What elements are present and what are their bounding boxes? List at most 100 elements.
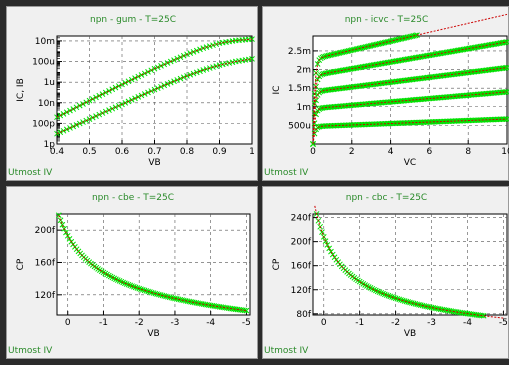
x-axis-label: VB xyxy=(404,329,416,339)
measured-point xyxy=(106,88,112,94)
measured-point xyxy=(328,248,334,255)
x-tick-label: 10 xyxy=(501,147,509,157)
x-tick-label: 0 xyxy=(321,318,327,328)
measured-point xyxy=(114,277,121,283)
measured-point xyxy=(311,100,318,107)
y-tick-label: 1u xyxy=(44,78,55,88)
chart-panel-gummel: npn - gum - T=25C 0.4 0.5 0.6 0.7 0.8 0.9 1 1p 10… xyxy=(6,6,258,181)
measured-point xyxy=(55,212,62,219)
simulated-curve xyxy=(312,41,508,145)
measured-point xyxy=(390,294,397,301)
measured-point xyxy=(59,221,66,228)
x-tick-label: -3 xyxy=(170,318,179,328)
measured-point xyxy=(127,282,134,289)
measured-point xyxy=(197,68,203,75)
measured-point xyxy=(398,297,404,303)
measured-point xyxy=(381,291,388,298)
measured-point xyxy=(311,120,318,126)
data-series xyxy=(313,205,504,319)
x-tick-label: 0 xyxy=(65,318,71,328)
y-tick-label: 120f xyxy=(291,286,312,296)
measured-point xyxy=(180,74,187,81)
measured-point xyxy=(109,86,116,93)
chart-panel-icvc: npn - icvc - T=25C 0 2 4 6 8 10 500u 1m 1.5m 2m 2.5… xyxy=(262,6,509,181)
measured-point xyxy=(122,80,129,86)
x-tick-label: 0.6 xyxy=(115,147,130,157)
measured-point xyxy=(135,73,142,80)
y-axis-label: IC, IB xyxy=(16,78,26,102)
measured-point xyxy=(112,84,119,91)
y-tick-label: 200f xyxy=(35,226,56,236)
measured-point xyxy=(184,73,190,79)
x-tick-label: 0.9 xyxy=(212,147,227,157)
measured-point xyxy=(190,70,197,77)
measured-point xyxy=(171,78,177,85)
x-tick-label: 0.4 xyxy=(50,147,65,157)
measured-point xyxy=(174,77,181,83)
measured-point xyxy=(151,86,158,93)
data-series xyxy=(310,116,509,147)
y-tick-label: 1m xyxy=(297,103,312,113)
simulated-curve xyxy=(314,205,504,319)
x-tick-label: 0 xyxy=(310,147,316,157)
measured-point xyxy=(401,298,408,304)
x-tick-label: 8 xyxy=(465,147,471,157)
simulated-curve xyxy=(56,58,253,135)
chart-title: npn - cbc - T=25C xyxy=(346,193,427,203)
measured-point xyxy=(118,278,125,285)
y-tick-label: 500u xyxy=(288,121,311,131)
x-tick-label: 1 xyxy=(249,147,255,157)
measured-point xyxy=(138,72,145,78)
y-axis-label: CP xyxy=(272,258,282,270)
x-tick-label: -5 xyxy=(242,318,251,328)
measured-point xyxy=(177,75,184,82)
measured-point xyxy=(130,283,137,290)
measured-point xyxy=(128,76,135,83)
measured-point xyxy=(167,79,174,86)
y-tick-label: 160f xyxy=(35,258,56,268)
measured-point xyxy=(161,82,168,89)
y-tick-label: 240f xyxy=(291,214,312,224)
y-tick-label: 100p xyxy=(32,119,55,129)
plot-area xyxy=(56,213,251,316)
y-tick-label: 10m xyxy=(35,37,55,47)
y-tick-label: 2m xyxy=(297,66,312,76)
measured-point xyxy=(314,61,321,67)
y-tick-label: 160f xyxy=(291,262,312,272)
data-series xyxy=(310,13,508,147)
x-tick-label: -3 xyxy=(427,318,436,328)
x-tick-label: 0.5 xyxy=(82,147,96,157)
measured-point xyxy=(502,64,509,71)
measured-point xyxy=(193,69,200,76)
simulated-curve xyxy=(312,118,508,145)
measured-point xyxy=(158,83,164,90)
simulated-curve xyxy=(56,38,253,118)
chart-title: npn - cbe - T=25C xyxy=(92,193,174,203)
measured-point xyxy=(99,91,106,97)
x-axis-label: VB xyxy=(148,158,160,168)
x-tick-label: 0.8 xyxy=(180,147,195,157)
x-tick-label: -2 xyxy=(391,318,400,328)
cbe-plot: npn - cbe - T=25C 0 -1 -2 -3 -4 -5 120f 160f 200f… xyxy=(16,193,251,339)
cbc-plot: npn - cbc - T=25C 0 -1 -2 -3 -4 -5 80f 120f 160f 2… xyxy=(272,193,508,339)
measured-point xyxy=(319,229,325,235)
measured-point xyxy=(502,39,509,46)
measured-point xyxy=(324,242,331,248)
measured-point xyxy=(374,288,381,295)
y-axis-label: IC xyxy=(272,86,282,95)
chart-title: npn - icvc - T=25C xyxy=(345,15,429,25)
measured-point xyxy=(150,290,157,296)
y-tick-label: 100u xyxy=(32,58,55,68)
y-tick-label: 1p xyxy=(44,140,56,150)
x-axis-label: VC xyxy=(404,158,416,168)
y-tick-label: 200f xyxy=(291,238,312,248)
x-tick-label: -2 xyxy=(135,318,144,328)
y-tick-label: 1.5m xyxy=(288,84,311,94)
measured-point xyxy=(200,67,207,73)
chart-title: npn - gum - T=25C xyxy=(90,15,176,25)
x-axis-label: VB xyxy=(147,329,159,339)
plot-area xyxy=(312,213,508,316)
measured-point xyxy=(154,291,160,297)
x-tick-label: 4 xyxy=(388,147,394,157)
chart-panel-cbc: npn - cbc - T=25C 0 -1 -2 -3 -4 -5 80f 120f 160f 2… xyxy=(262,186,509,359)
